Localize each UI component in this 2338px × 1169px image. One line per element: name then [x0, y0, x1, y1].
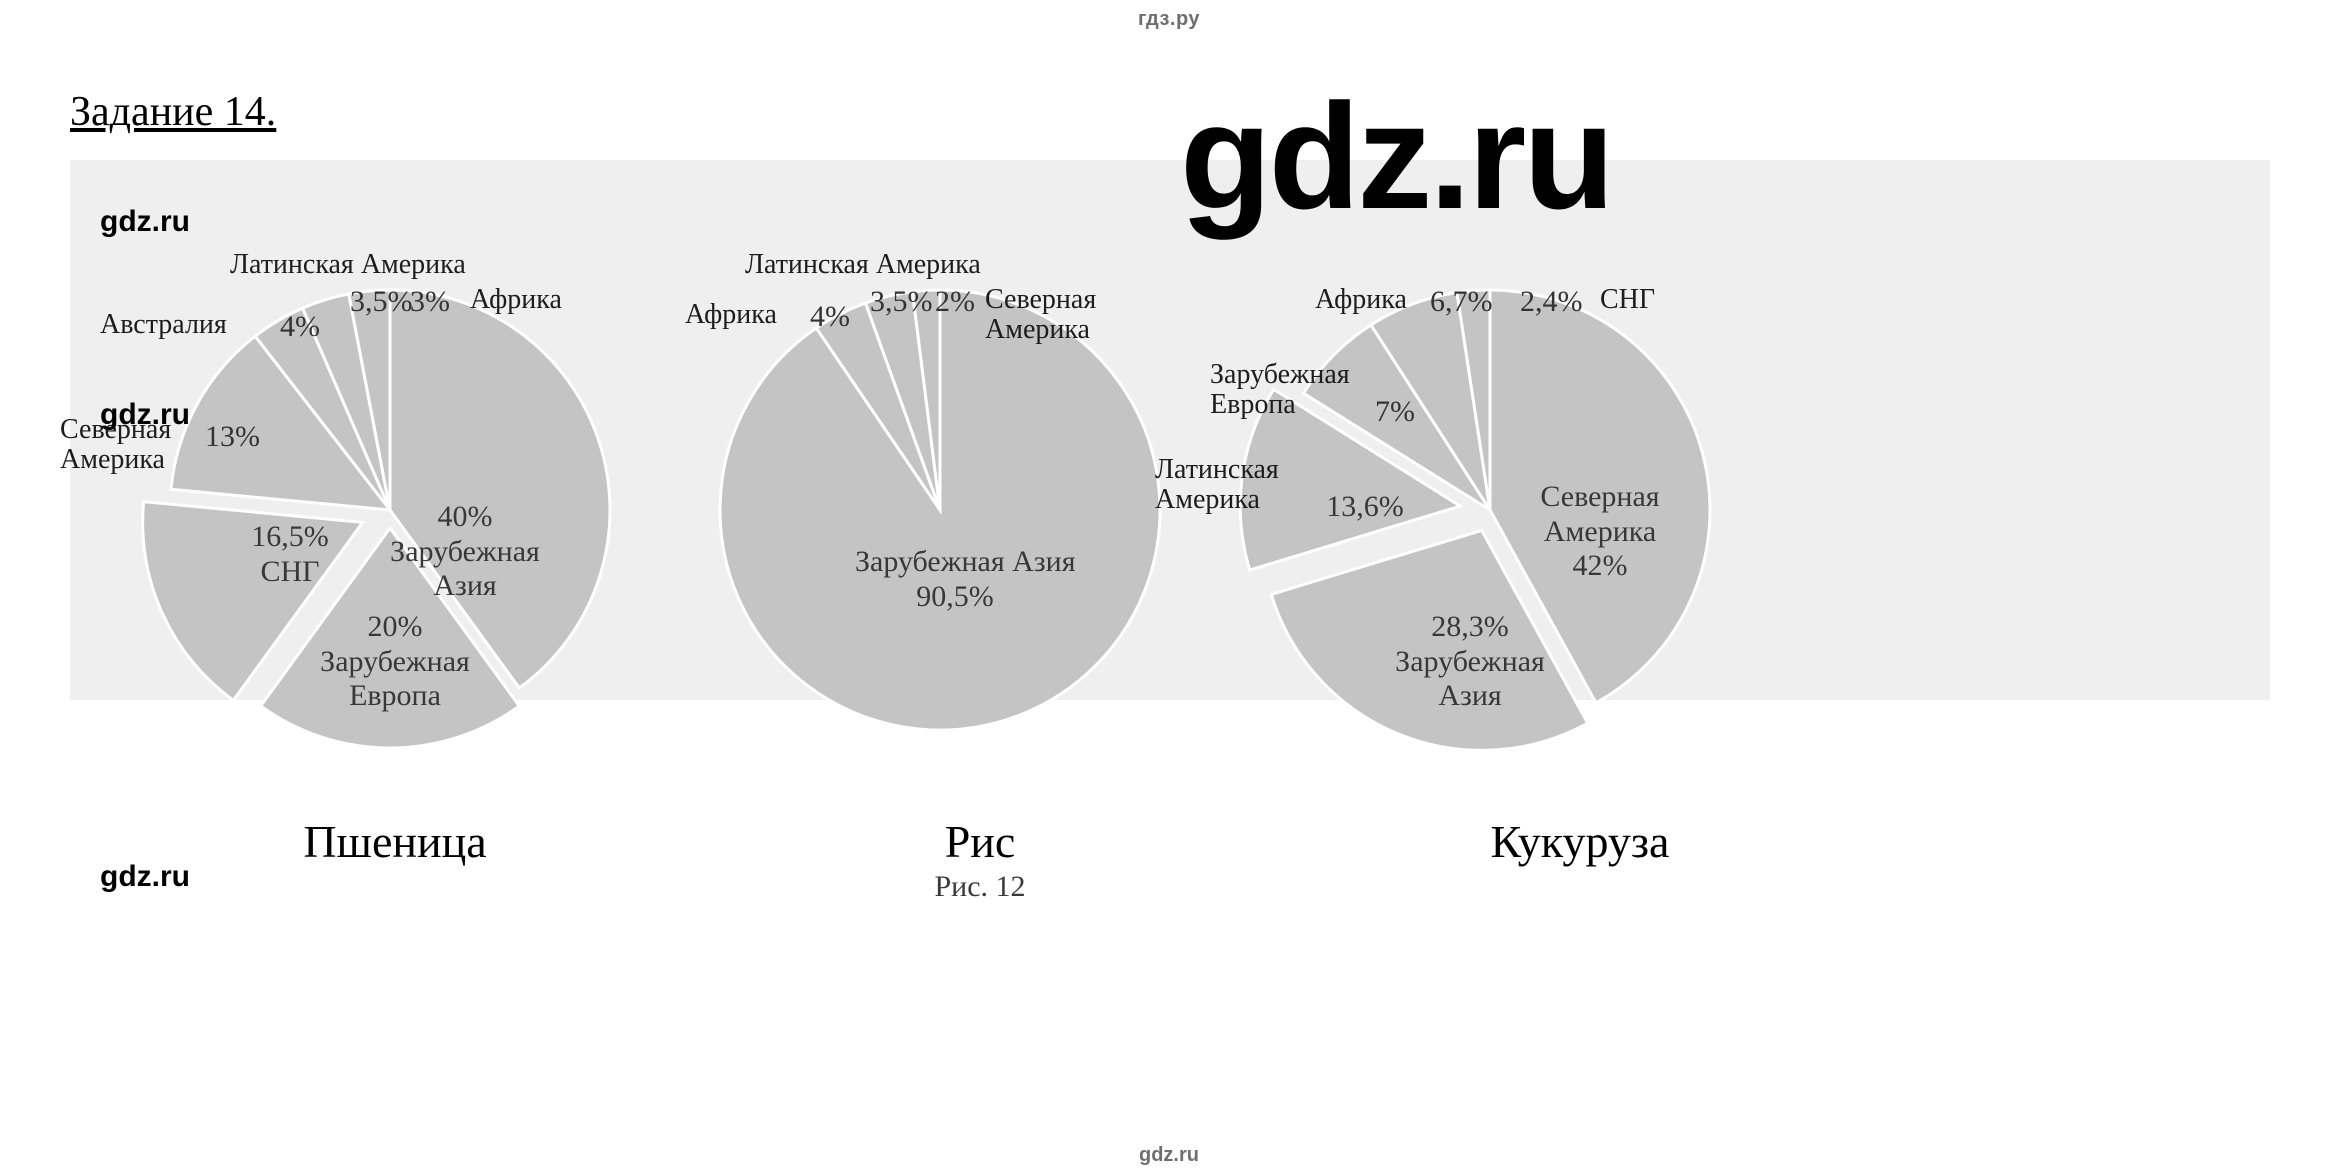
- caption-corn: Кукуруза: [1430, 815, 1730, 868]
- slice-lead-label: Северная Америка: [985, 285, 1096, 345]
- slice-lead-label: СНГ: [1600, 285, 1655, 315]
- slice-percent-label: 13%: [205, 420, 260, 454]
- figure-label: Рис. 12: [910, 870, 1050, 904]
- task-title: Задание 14.: [70, 88, 276, 136]
- slice-percent-label: 7%: [1375, 395, 1415, 429]
- slice-lead-label: Африка: [470, 285, 562, 315]
- slice-label: Зарубежная Азия 90,5%: [855, 545, 1055, 614]
- pie-chart-wheat: 40% Зарубежная Азия20% Зарубежная Европа…: [70, 160, 710, 860]
- watermark-big: gdz.ru: [1180, 70, 1612, 243]
- slice-percent-label: 4%: [810, 300, 850, 334]
- watermark-small-3: gdz.ru: [100, 860, 190, 894]
- slice-percent-label: 3,5%: [350, 285, 413, 319]
- slice-lead-label: Латинская Америка: [745, 250, 981, 280]
- pie-chart-corn: Северная Америка 42% 28,3% Зарубежная Ази…: [1170, 160, 1810, 860]
- caption-rice: Рис: [890, 815, 1070, 868]
- slice-lead-label: Зарубежная Европа: [1210, 360, 1350, 420]
- slice-lead-label: Латинская Америка: [230, 250, 466, 280]
- page: гдз.ру gdz.ru Задание 14. 40% Зарубежная…: [0, 0, 2338, 1169]
- slice-lead-label: Африка: [1315, 285, 1407, 315]
- slice-percent-label: 2,4%: [1520, 285, 1583, 319]
- caption-wheat: Пшеница: [250, 815, 540, 868]
- watermark-small-2: gdz.ru: [100, 398, 190, 432]
- slice-label: Северная Америка 42%: [1500, 480, 1700, 584]
- slice-label: 28,3% Зарубежная Азия: [1370, 610, 1570, 714]
- slice-label: 20% Зарубежная Европа: [295, 610, 495, 714]
- slice-percent-label: 6,7%: [1430, 285, 1493, 319]
- watermark-bottom: gdz.ru: [1139, 1144, 1199, 1167]
- watermark-small-1: gdz.ru: [100, 205, 190, 239]
- slice-label: 13,6%: [1265, 490, 1465, 525]
- slice-lead-label: Латинская Америка: [1155, 455, 1279, 515]
- slice-percent-label: 3,5%: [870, 285, 933, 319]
- slice-lead-label: Австралия: [100, 310, 227, 340]
- slice-percent-label: 3%: [410, 285, 450, 319]
- slice-label: 40% Зарубежная Азия: [365, 500, 565, 604]
- watermark-top: гдз.ру: [1138, 8, 1200, 31]
- slice-label: 16,5% СНГ: [190, 520, 390, 589]
- slice-lead-label: Африка: [685, 300, 777, 330]
- slice-percent-label: 4%: [280, 310, 320, 344]
- slice-percent-label: 2%: [935, 285, 975, 319]
